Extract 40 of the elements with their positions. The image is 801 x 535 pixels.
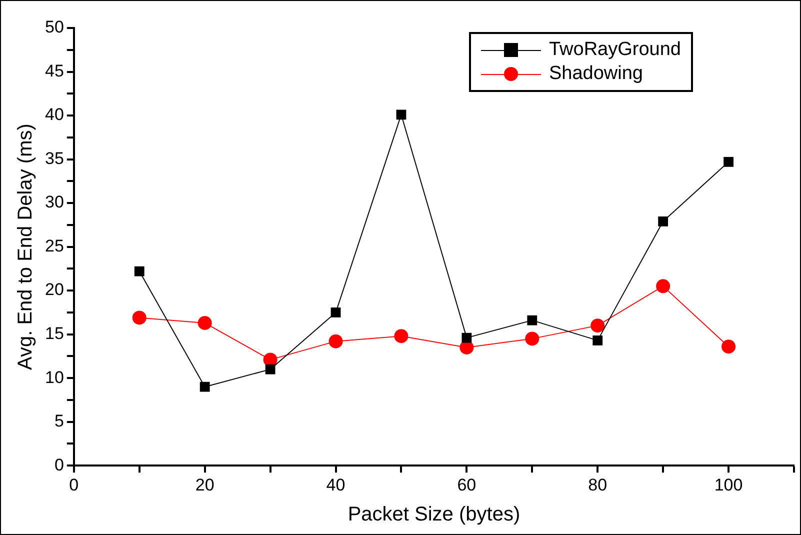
y-tick-label: 15 [44,324,64,344]
y-tick-label: 35 [44,148,64,168]
y-tick-label: 45 [44,61,64,80]
x-tick-label: 20 [195,475,214,494]
point [394,329,408,344]
point [330,307,341,318]
point [396,110,406,120]
point [724,156,734,167]
y-tick-label: 50 [44,18,64,37]
y-tick-label: 5 [54,412,64,431]
point [656,279,670,294]
x-axis-title: Packet Size (bytes) [348,504,520,526]
y-tick-label: 40 [44,105,64,124]
point [134,266,144,276]
point [525,332,540,346]
point [198,316,212,330]
y-axis-title: Avg. End to End Delay (ms) [14,124,37,370]
point [132,310,146,325]
x-tick-label: 0 [69,475,79,494]
x-tick-label: 80 [588,475,608,494]
point [328,334,343,348]
x-tick-label: 100 [714,475,743,494]
point [265,364,276,374]
x-tick-label: 40 [326,475,346,494]
point [592,335,603,346]
y-tick-label: 20 [44,280,64,300]
y-tick-label: 30 [44,192,64,212]
x-tick-label: 60 [457,475,476,494]
point [462,332,472,343]
y-tick-label: 10 [44,368,64,387]
point [590,318,605,333]
point [263,352,278,367]
legend-label: Shadowing [548,63,644,85]
point [527,315,538,326]
legend-label: TwoRayGround [548,39,681,61]
y-tick-label: 25 [44,236,64,256]
point [658,216,668,226]
point [722,340,736,354]
point [200,382,210,392]
y-tick-label: 0 [54,455,64,474]
